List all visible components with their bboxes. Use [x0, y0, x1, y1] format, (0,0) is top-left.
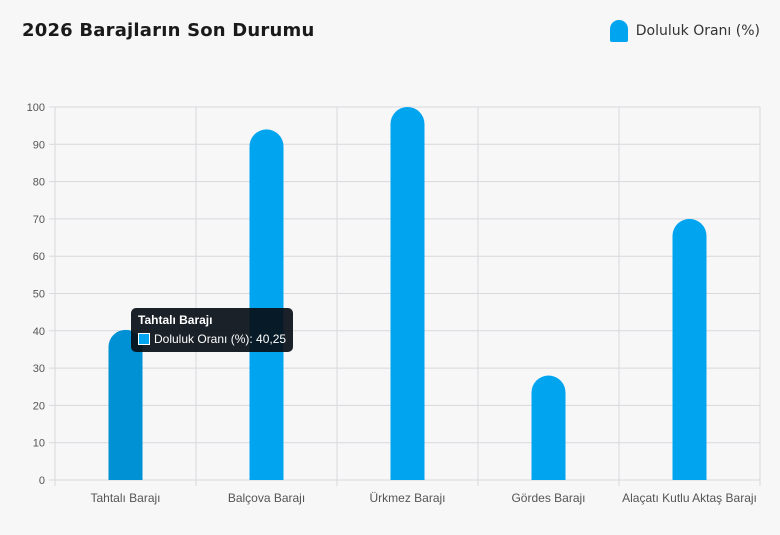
y-tick-label: 100: [27, 102, 45, 114]
chart-tooltip: Tahtalı Barajı Doluluk Oranı (%): 40,25: [131, 308, 294, 352]
bar: [390, 107, 425, 480]
tooltip-swatch-icon: [138, 333, 150, 345]
legend-label: Doluluk Oranı (%): [635, 23, 760, 39]
bar: [672, 218, 707, 480]
x-tick-label: Ürkmez Barajı: [369, 491, 445, 505]
legend-swatch-icon: [609, 20, 628, 42]
bar: [249, 129, 284, 481]
tooltip-value: Doluluk Oranı (%): 40,25: [154, 332, 287, 346]
y-tick-label: 50: [33, 289, 45, 301]
y-tick-label: 10: [33, 438, 45, 450]
chart-legend[interactable]: Doluluk Oranı (%): [609, 20, 760, 42]
x-tick-label: Tahtalı Barajı: [90, 491, 160, 505]
bar: [108, 329, 143, 480]
y-tick-label: 90: [33, 139, 45, 151]
y-tick-label: 40: [33, 326, 45, 338]
tooltip-title: Tahtalı Barajı: [138, 313, 213, 327]
y-tick-label: 30: [33, 363, 45, 375]
y-tick-label: 60: [33, 251, 45, 263]
x-tick-label: Balçova Barajı: [228, 491, 305, 505]
y-tick-label: 20: [33, 400, 45, 412]
bar: [531, 375, 566, 480]
x-tick-label: Gördes Barajı: [511, 491, 585, 505]
y-tick-label: 0: [39, 475, 45, 487]
y-tick-label: 70: [33, 214, 45, 226]
x-tick-label: Alaçatı Kutlu Aktaş Barajı: [622, 491, 757, 505]
y-tick-label: 80: [33, 177, 45, 189]
chart-title: 2026 Barajların Son Durumu: [22, 20, 315, 41]
